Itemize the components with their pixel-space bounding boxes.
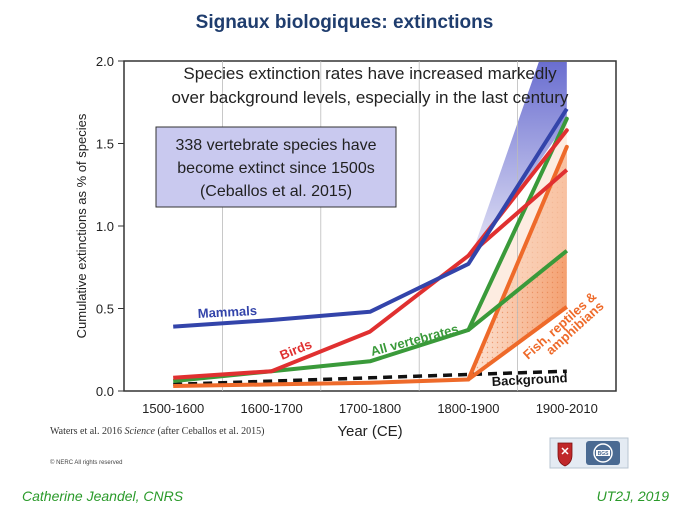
label-mammals: Mammals bbox=[197, 303, 257, 321]
source-journal: Science bbox=[124, 426, 155, 437]
x-tick-label: 1800-1900 bbox=[437, 401, 499, 416]
source-citation: Waters et al. 2016 Science (after Ceball… bbox=[50, 426, 264, 437]
slide-title: Signaux biologiques: extinctions bbox=[195, 12, 494, 33]
footer-author: Catherine Jeandel, CNRS bbox=[22, 488, 184, 504]
mammals-line bbox=[173, 107, 569, 329]
y-tick-label: 2.0 bbox=[96, 54, 114, 69]
label-background: Background bbox=[491, 370, 568, 389]
background-line bbox=[173, 369, 567, 387]
x-tick-label: 1900-2010 bbox=[536, 401, 598, 416]
x-tick-label: 1600-1700 bbox=[241, 401, 303, 416]
y-tick-label: 1.0 bbox=[96, 219, 114, 234]
x-tick-label: 1700-1800 bbox=[339, 401, 401, 416]
university-crest-logo bbox=[557, 442, 573, 467]
footer-venue: UT2J, 2019 bbox=[596, 488, 669, 504]
copyright-notice: © NERC All rights reserved bbox=[50, 459, 122, 466]
svg-text:BGS: BGS bbox=[598, 451, 610, 457]
source-suffix: (after Ceballos et al. 2015) bbox=[155, 426, 264, 437]
birds-line bbox=[173, 168, 569, 380]
bgs-logo: BGS bbox=[586, 441, 620, 465]
chart-title-line-2: over background levels, especially in th… bbox=[172, 88, 569, 107]
chart-title-line-1: Species extinction rates have increased … bbox=[183, 64, 557, 83]
fish-reptiles-amphibians-line bbox=[173, 305, 568, 389]
x-tick-label: 1500-1600 bbox=[142, 401, 204, 416]
y-tick-label: 1.5 bbox=[96, 137, 114, 152]
y-axis-label: Cumulative extinctions as % of species bbox=[74, 113, 89, 338]
y-tick-label: 0.0 bbox=[96, 384, 114, 399]
callout-line-1: 338 vertebrate species have bbox=[175, 137, 376, 154]
callout-box bbox=[155, 126, 397, 208]
source-prefix: Waters et al. 2016 bbox=[50, 426, 124, 437]
x-axis-label: Year (CE) bbox=[337, 423, 402, 440]
y-tick-label: 0.5 bbox=[96, 302, 114, 317]
callout-line-3: (Ceballos et al. 2015) bbox=[200, 183, 352, 200]
callout-line-2: become extinct since 1500s bbox=[177, 160, 374, 177]
